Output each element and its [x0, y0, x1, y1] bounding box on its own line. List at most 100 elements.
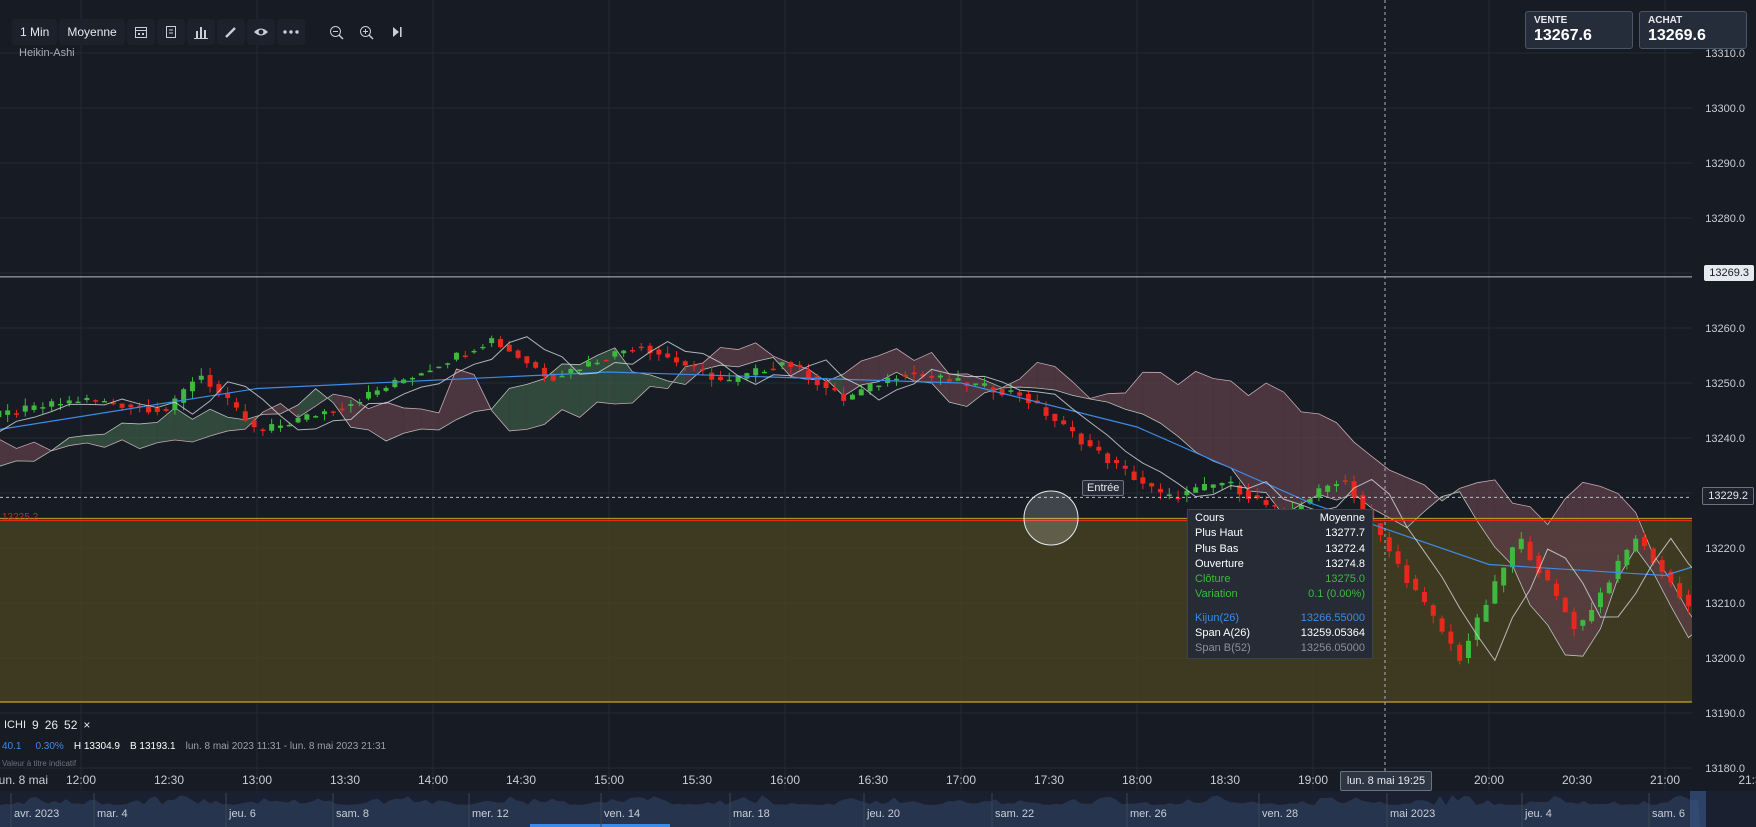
navigator-strip[interactable]: avr. 2023 mar. 4 jeu. 6 sam. 8 mer. 12 ven. 1…	[0, 791, 1756, 827]
entry-marker[interactable]	[1023, 490, 1079, 546]
zoom-out-icon[interactable]	[323, 19, 351, 45]
tooltip-low-label: Plus Bas	[1195, 542, 1239, 555]
cloud-segment	[1178, 371, 1196, 452]
candle-up	[40, 407, 46, 409]
candle-up	[858, 389, 864, 396]
candle-down	[770, 368, 776, 371]
candle-down	[673, 357, 679, 363]
pencil-icon[interactable]	[216, 19, 245, 45]
cloud-segment	[192, 409, 211, 443]
interval-selector[interactable]: 1 Min	[12, 19, 58, 45]
time-tick-label: 21:00	[1650, 773, 1680, 787]
candle-down	[506, 344, 512, 352]
candle-up	[1307, 499, 1313, 504]
candle-down	[524, 356, 530, 364]
alert-price-tag[interactable]: 13225.2	[2, 512, 39, 523]
candle-up	[49, 401, 55, 407]
price-zone-band	[0, 519, 1692, 702]
candle-up	[1210, 484, 1216, 488]
candle-up	[559, 375, 565, 378]
crosshair-time-label: lun. 8 mai 19:25	[1340, 771, 1432, 791]
candle-up	[779, 362, 785, 366]
indicator-legend[interactable]: ICHI 9 26 52 ×	[4, 718, 90, 732]
navigator-tick-label: sam. 8	[336, 808, 369, 820]
cloud-segment	[1301, 411, 1319, 505]
bar-chart-icon[interactable]	[186, 19, 215, 45]
candle-up	[453, 352, 459, 360]
cloud-segment	[562, 363, 580, 418]
cloud-segment	[157, 407, 175, 443]
candle-down	[1457, 644, 1463, 661]
candle-down	[1061, 420, 1067, 425]
candle-down	[1017, 392, 1023, 396]
candle-down	[832, 387, 838, 391]
zoom-in-icon[interactable]	[353, 19, 381, 45]
candle-up	[84, 397, 90, 401]
candle-down	[1342, 480, 1348, 482]
sell-quote-box[interactable]: VENTE 13267.6	[1525, 11, 1633, 49]
candle-up	[66, 400, 72, 404]
price-tick-label: 13220.0	[1705, 543, 1745, 555]
candle-down	[814, 376, 820, 386]
time-tick-label: 21:3	[1738, 773, 1756, 787]
tooltip-change-value: 0.1 (0.00%)	[1308, 588, 1365, 601]
cloud-segment	[632, 371, 651, 403]
cloud-segment	[350, 397, 369, 430]
cloud-segment	[1142, 372, 1161, 424]
candle-down	[691, 365, 697, 367]
buy-quote-box[interactable]: ACHAT 13269.6	[1639, 11, 1747, 49]
candle-up	[1008, 390, 1014, 392]
candle-down	[1545, 569, 1551, 581]
time-tick-label: 20:00	[1474, 773, 1504, 787]
candle-down	[709, 372, 715, 380]
candle-up	[1615, 560, 1621, 580]
more-icon[interactable]	[276, 19, 305, 45]
calendar-icon[interactable]	[126, 19, 155, 45]
candle-down	[1386, 537, 1392, 552]
navigator-tick-label: mar. 4	[97, 808, 128, 820]
tooltip-open-label: Ouverture	[1195, 557, 1244, 570]
close-icon[interactable]: ×	[83, 718, 91, 732]
candle-down	[647, 345, 653, 354]
candle-down	[1087, 440, 1093, 447]
eye-icon[interactable]	[246, 19, 275, 45]
candle-mode-selector[interactable]: Moyenne	[59, 19, 125, 45]
navigator-tick-label: jeu. 20	[866, 808, 900, 820]
tooltip-close-value: 13275.0	[1325, 573, 1365, 586]
entry-label[interactable]: Entrée	[1082, 480, 1125, 496]
candle-down	[13, 413, 19, 415]
candle-down	[533, 362, 539, 368]
candle-up	[981, 383, 987, 386]
cloud-segment	[122, 423, 140, 449]
candle-down	[700, 368, 706, 371]
candle-down	[999, 389, 1005, 396]
candle-up	[1316, 488, 1322, 498]
price-tick-label: 13310.0	[1705, 48, 1745, 60]
cloud-segment	[368, 402, 387, 442]
candle-up	[937, 375, 943, 378]
time-tick-label: lun. 8 mai	[0, 773, 48, 787]
candle-up	[198, 375, 204, 380]
cloud-segment	[386, 402, 404, 442]
tooltip-high-value: 13277.7	[1325, 527, 1365, 540]
cloud-segment	[1248, 383, 1267, 493]
skip-to-end-icon[interactable]	[383, 19, 411, 45]
candle-down	[1254, 495, 1260, 499]
candle-down	[1175, 497, 1181, 500]
candle-down	[260, 429, 266, 431]
cloud-segment	[1336, 422, 1355, 501]
cloud-segment	[878, 348, 897, 382]
candle-up	[295, 417, 301, 423]
candle-down	[805, 370, 811, 381]
candle-up	[101, 401, 107, 403]
time-tick-label: 16:30	[858, 773, 888, 787]
cloud-segment	[1424, 485, 1443, 512]
copy-icon[interactable]	[156, 19, 185, 45]
cloud-segment	[949, 373, 967, 407]
indicator-name: ICHI	[4, 719, 26, 731]
price-tick-label: 13300.0	[1705, 103, 1745, 115]
price-axis-bg	[1692, 0, 1756, 790]
cloud-segment	[1600, 486, 1619, 629]
time-tick-label: 15:30	[682, 773, 712, 787]
